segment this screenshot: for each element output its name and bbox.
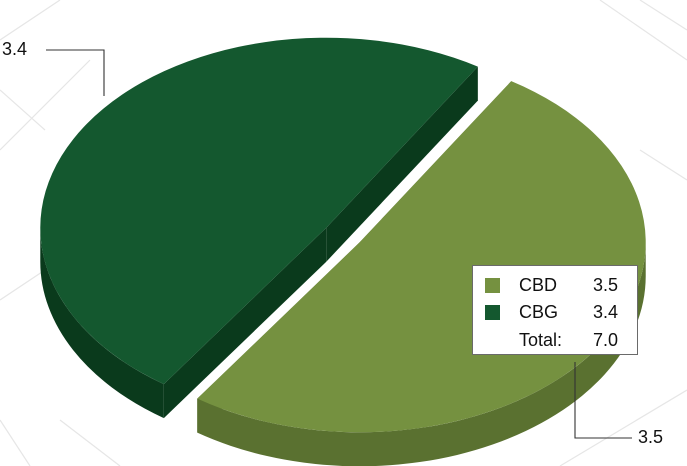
leader-lines: 3.5 3.4 <box>2 39 663 447</box>
pie-slice-top-cbg <box>40 37 478 385</box>
data-label-cbd: 3.5 <box>638 427 663 447</box>
data-label-cbg: 3.4 <box>2 39 27 59</box>
leader-line-cbg <box>46 49 105 96</box>
legend-total-label: Total: <box>519 330 563 350</box>
legend-total-value: 7.0 <box>593 330 619 350</box>
legend-value-cbd: 3.5 <box>593 275 619 295</box>
legend-value-cbg: 3.4 <box>593 302 619 322</box>
pie-slice-side-cbg-1 <box>326 66 478 262</box>
pie-slices <box>40 37 646 466</box>
legend-label-cbd: CBD <box>519 275 558 295</box>
legend-label-cbg: CBG <box>519 302 559 322</box>
leader-line-cbd <box>574 362 632 439</box>
pie-slice-cbg <box>40 37 478 419</box>
pie-slice-side-cbg-0 <box>163 227 327 419</box>
legend-swatch-cbd <box>485 278 500 293</box>
pie-slice-rim-cbg-0 <box>40 227 164 419</box>
pie-slice-rim-cbd-0 <box>197 242 646 466</box>
legend: CBD 3.5 CBG 3.4 Total: 7.0 <box>472 265 638 355</box>
legend-swatch-cbg <box>485 305 500 320</box>
